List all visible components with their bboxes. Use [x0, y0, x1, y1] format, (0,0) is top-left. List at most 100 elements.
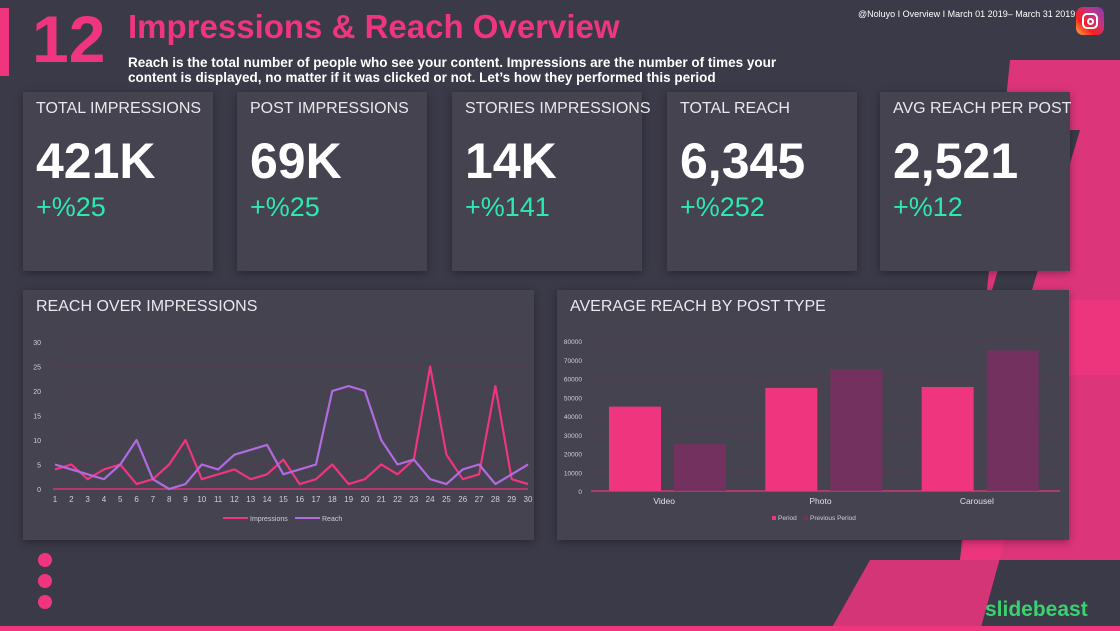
x-tick-label: Photo	[809, 496, 831, 506]
x-tick-label: 3	[85, 495, 90, 504]
kpi-change: +%252	[680, 192, 765, 222]
x-tick-label: 15	[279, 495, 288, 504]
x-tick-label: 9	[183, 495, 188, 504]
kpi-label: POST IMPRESSIONS	[250, 100, 409, 117]
bottom-strip	[0, 626, 1120, 631]
kpi-value: 14K	[465, 133, 557, 189]
kpi-value: 2,521	[893, 133, 1019, 189]
series-line-reach	[54, 384, 529, 491]
legend-label: Reach	[322, 516, 342, 523]
y-tick-label: 50000	[564, 395, 582, 402]
bar-photo-period	[765, 387, 818, 491]
x-tick-label: 21	[377, 495, 386, 504]
y-tick-label: 30	[33, 340, 41, 347]
y-tick-label: 0	[578, 489, 582, 496]
x-tick-label: 22	[393, 495, 402, 504]
kpi-change: +%25	[36, 192, 106, 222]
x-tick-label: 20	[360, 495, 369, 504]
kpi-value: 421K	[36, 133, 156, 189]
dot	[38, 553, 52, 567]
kpi-change: +%12	[893, 192, 963, 222]
line-chart-panel: REACH OVER IMPRESSIONS 0 5 10 15 20 25 30 1 2 3 4 5…	[23, 290, 534, 540]
x-tick-label: 2	[69, 495, 74, 504]
legend-label: Impressions	[250, 516, 288, 523]
kpi-card: POST IMPRESSIONS 69K +%25	[237, 92, 427, 271]
x-tick-label: 23	[409, 495, 418, 504]
slidebeast-logo: slidebeast	[985, 598, 1088, 621]
x-tick-label: 29	[507, 495, 516, 504]
kpi-card: AVG REACH PER POST 2,521 +%12	[880, 92, 1072, 271]
y-tick-label: 25	[33, 365, 41, 372]
kpi-card: STORIES IMPRESSIONS 14K +%141	[452, 92, 651, 271]
x-tick-label: 24	[426, 495, 435, 504]
report-meta: @Noluyo I Overview I March 01 2019– Marc…	[858, 9, 1076, 19]
instagram-icon	[1076, 7, 1104, 35]
y-tick-label: 10	[33, 438, 41, 445]
kpi-label: TOTAL IMPRESSIONS	[36, 100, 202, 117]
x-tick-label: 10	[197, 495, 206, 504]
page-description: Reach is the total number of people who …	[128, 55, 777, 85]
x-tick-label: 14	[263, 495, 272, 504]
y-tick-label: 0	[37, 487, 41, 494]
chart-title: AVERAGE REACH BY POST TYPE	[570, 298, 826, 315]
bar-video-period	[609, 406, 661, 491]
x-tick-label: 12	[230, 495, 239, 504]
x-tick-label: 30	[524, 495, 533, 504]
accent-bar	[0, 8, 9, 76]
y-tick-label: 15	[33, 414, 41, 421]
kpi-card: TOTAL REACH 6,345 +%252	[667, 92, 857, 271]
kpi-value: 6,345	[680, 133, 806, 189]
x-tick-label: 25	[442, 495, 451, 504]
bar-chart: 0 10000 20000 30000 40000 50000 60000 70000 8000…	[564, 339, 1060, 522]
x-tick-label: 8	[167, 495, 172, 504]
x-tick-label: 26	[458, 495, 467, 504]
bar-chart-panel: AVERAGE REACH BY POST TYPE 0 10000 20000 30…	[557, 290, 1069, 540]
x-tick-label: 11	[214, 495, 223, 504]
y-tick-label: 70000	[564, 358, 582, 365]
x-tick-label: 27	[475, 495, 484, 504]
legend-swatch	[804, 516, 808, 520]
kpi-value: 69K	[250, 133, 342, 189]
bar-video-previous	[674, 444, 726, 491]
dot	[38, 574, 52, 588]
y-tick-label: 5	[37, 463, 41, 470]
series-line-impressions	[54, 365, 529, 486]
kpi-change: +%25	[250, 192, 320, 222]
x-tick-label: 16	[295, 495, 304, 504]
page-number: 12	[32, 2, 106, 76]
y-tick-label: 40000	[564, 414, 582, 421]
bar-carousel-period	[921, 386, 974, 491]
y-tick-label: 20000	[564, 452, 582, 459]
legend-swatch	[772, 516, 776, 520]
y-tick-label: 80000	[564, 339, 582, 346]
chart-title: REACH OVER IMPRESSIONS	[36, 298, 258, 315]
kpi-card: TOTAL IMPRESSIONS 421K +%25	[23, 92, 213, 271]
x-tick-label: 13	[246, 495, 255, 504]
y-tick-label: 20	[33, 389, 41, 396]
dot	[38, 595, 52, 609]
kpi-label: AVG REACH PER POST	[893, 100, 1072, 117]
kpi-label: TOTAL REACH	[680, 100, 790, 117]
y-tick-label: 10000	[564, 470, 582, 477]
x-tick-label: 17	[312, 495, 321, 504]
legend-label: Period	[778, 515, 797, 522]
y-tick-label: 30000	[564, 433, 582, 440]
kpi-change: +%141	[465, 192, 550, 222]
x-tick-label: Carousel	[960, 496, 994, 506]
x-tick-label: 19	[344, 495, 353, 504]
y-tick-label: 60000	[564, 377, 582, 384]
legend-label: Previous Period	[810, 515, 856, 522]
x-tick-label: 7	[151, 495, 156, 504]
bar-carousel-previous	[986, 350, 1039, 491]
x-tick-label: 5	[118, 495, 123, 504]
bar-photo-previous	[830, 369, 883, 491]
x-tick-label: 1	[53, 495, 58, 504]
x-tick-label: Video	[653, 496, 675, 506]
x-tick-label: 18	[328, 495, 337, 504]
page-title: Impressions & Reach Overview	[128, 8, 620, 45]
x-tick-label: 6	[134, 495, 139, 504]
x-tick-label: 4	[102, 495, 107, 504]
kpi-label: STORIES IMPRESSIONS	[465, 100, 651, 117]
x-tick-label: 28	[491, 495, 500, 504]
